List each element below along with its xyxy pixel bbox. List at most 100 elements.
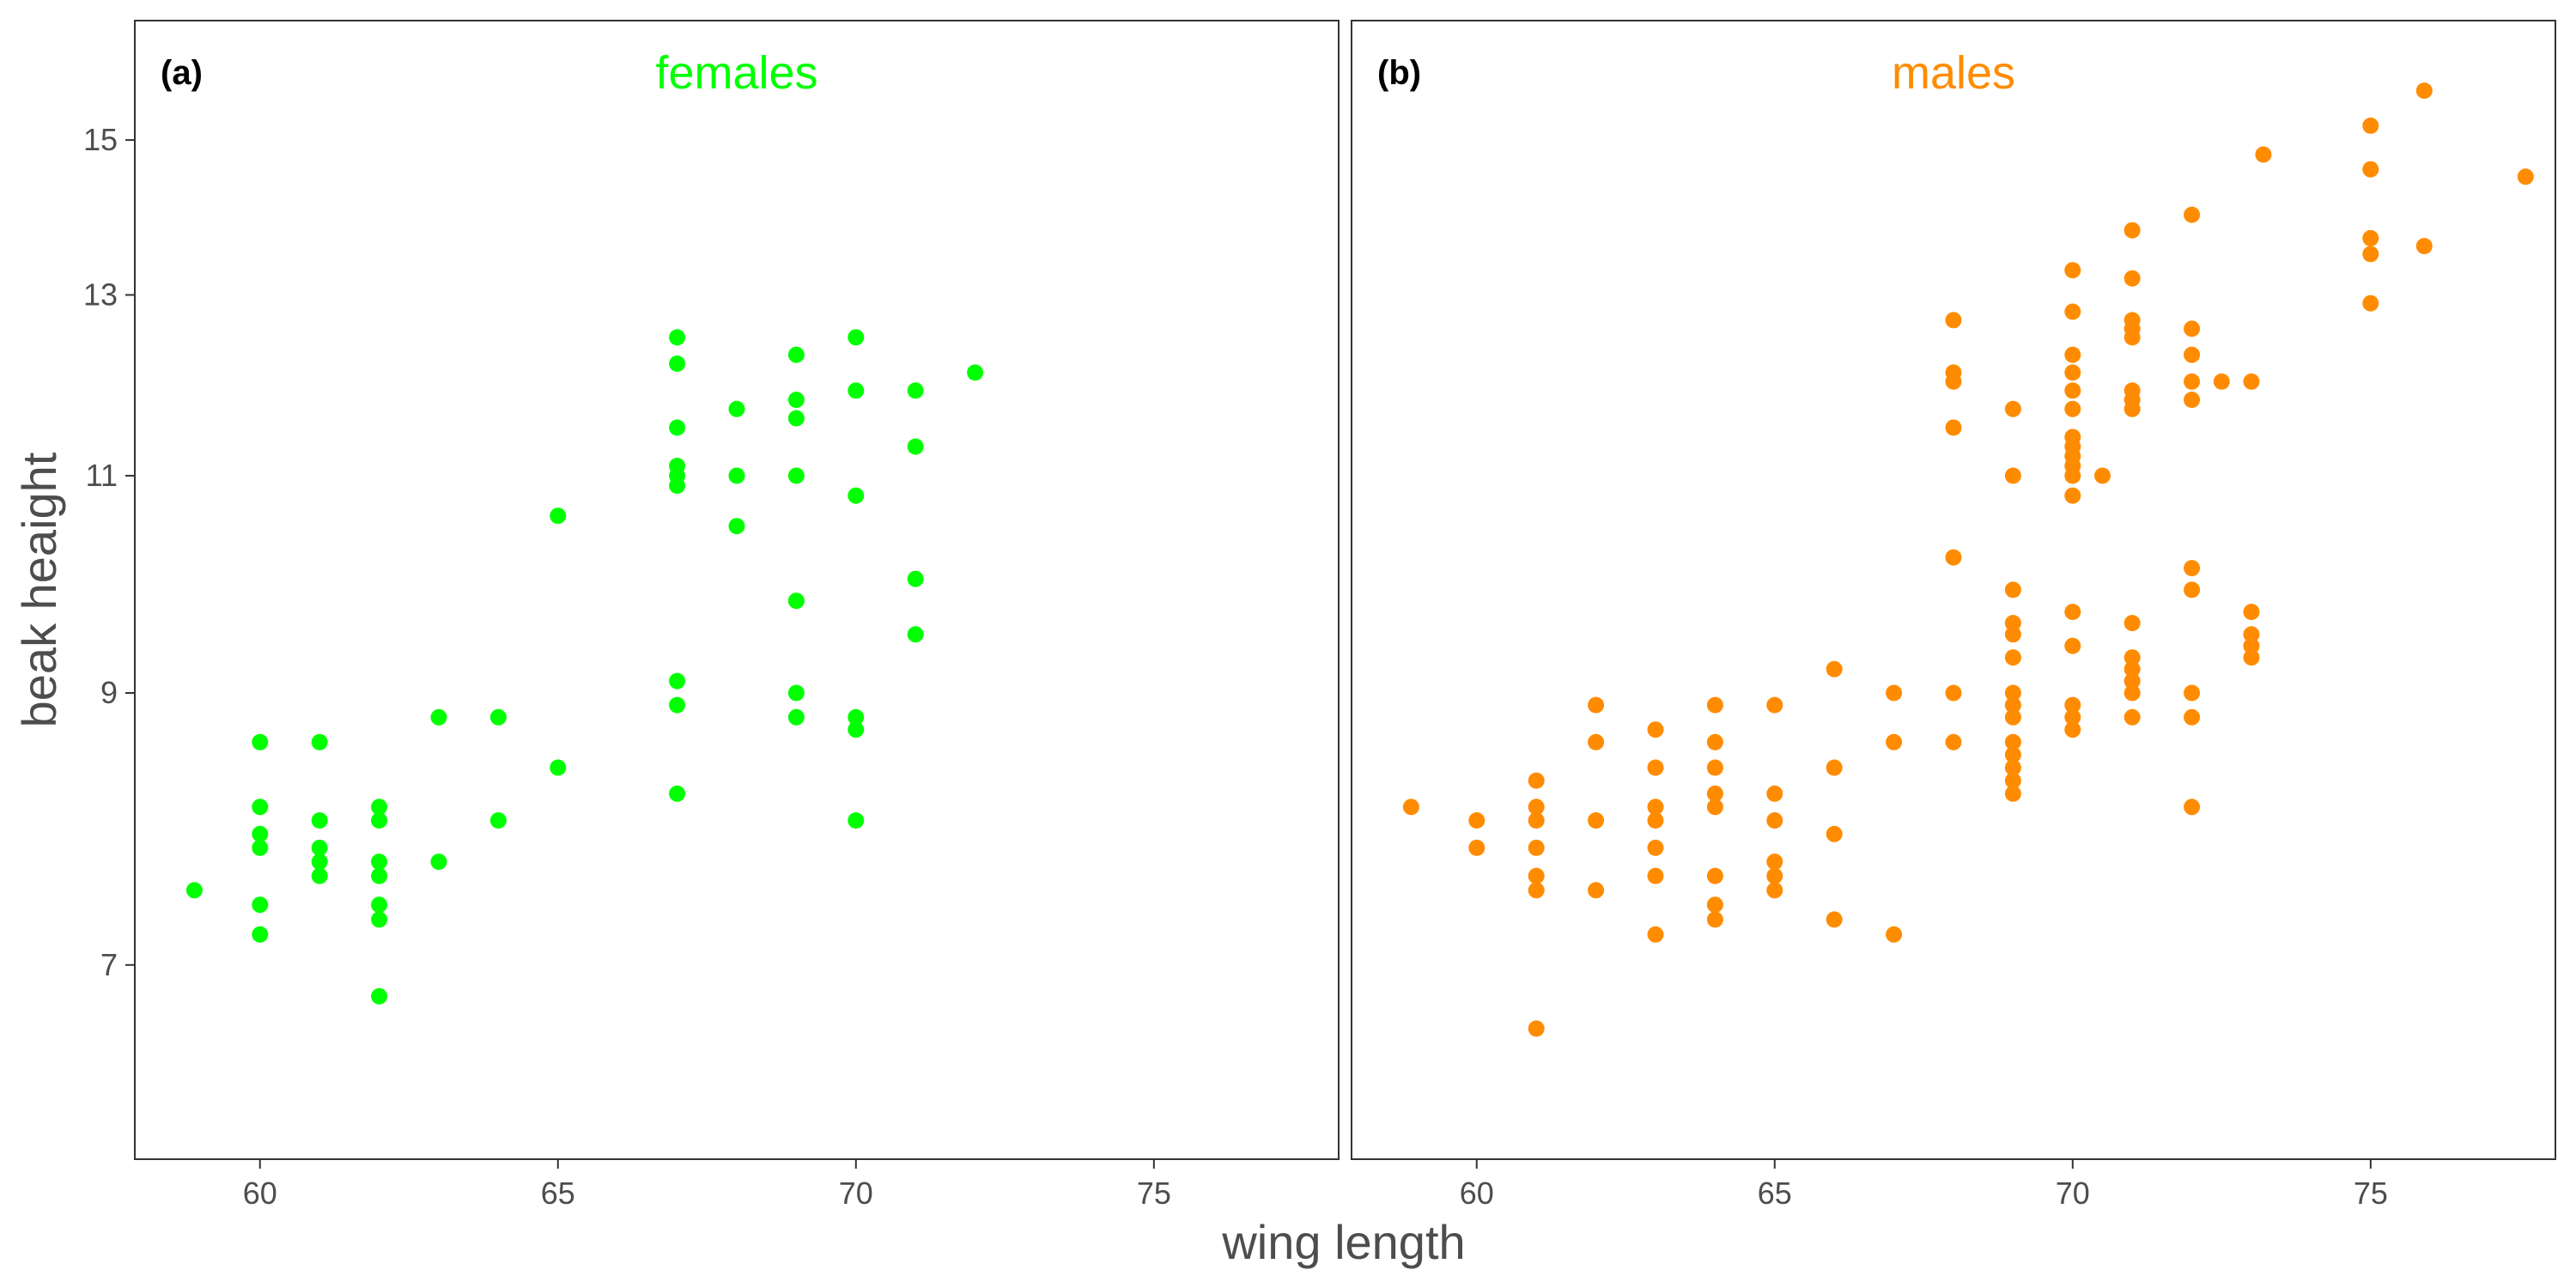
panel-males: (b) males 60 65 70 75 (1351, 20, 2556, 1211)
data-point (2243, 637, 2260, 654)
data-point (2004, 746, 2021, 763)
data-point (489, 708, 507, 726)
y-tick-label: 13 (83, 276, 118, 312)
data-point (2184, 320, 2201, 337)
data-point (1766, 812, 1783, 829)
data-point (2004, 684, 2021, 702)
data-point (2184, 708, 2201, 726)
data-point (1706, 733, 1723, 750)
y-tick-label: 7 (100, 947, 118, 982)
data-point (311, 867, 328, 884)
data-point (2184, 206, 2201, 223)
data-point (1886, 684, 1903, 702)
data-point (430, 854, 447, 871)
data-point (1468, 812, 1485, 829)
data-point (550, 507, 567, 525)
data-point (1766, 867, 1783, 884)
data-point (787, 684, 805, 702)
data-point (1945, 684, 1962, 702)
data-point (1647, 799, 1664, 816)
data-point (2362, 295, 2379, 312)
x-tick-label: 70 (2056, 1176, 2090, 1211)
data-point (371, 896, 388, 914)
data-point (787, 410, 805, 427)
data-point (787, 592, 805, 610)
data-point (2415, 238, 2433, 255)
data-point (2255, 146, 2272, 163)
panel-females: (a) females 60 65 70 75 (134, 20, 1340, 1211)
data-point (2184, 799, 2201, 816)
data-point (1647, 759, 1664, 776)
data-point (371, 987, 388, 1005)
data-point (2094, 467, 2111, 484)
data-point (2415, 82, 2433, 100)
data-point (2064, 604, 2081, 621)
data-point (2243, 649, 2260, 666)
data-point (2123, 400, 2141, 417)
data-point (1826, 911, 1843, 928)
data-point (2064, 364, 2081, 381)
data-point (2184, 346, 2201, 363)
data-point (1945, 549, 1962, 566)
y-tick-label: 15 (83, 122, 118, 157)
data-point (2123, 270, 2141, 287)
data-point (430, 708, 447, 726)
data-point (2243, 373, 2260, 390)
data-point (1886, 733, 1903, 750)
data-point (252, 799, 269, 816)
data-point (311, 733, 328, 750)
data-point (728, 400, 745, 417)
data-point (2184, 373, 2201, 390)
data-point (2243, 626, 2260, 643)
data-point (1945, 419, 1962, 436)
data-point (2517, 168, 2534, 185)
data-point (1766, 854, 1783, 871)
y-axis-title: beak heaight (12, 452, 66, 727)
x-tick-label: 65 (541, 1176, 575, 1211)
panel-title: females (655, 47, 817, 99)
data-point (2004, 696, 2021, 714)
x-axis-title: wing length (1221, 1215, 1465, 1269)
data-point (2184, 684, 2201, 702)
data-point (1528, 867, 1545, 884)
data-point (2064, 262, 2081, 279)
data-point (1528, 1020, 1545, 1037)
data-point (1402, 799, 1419, 816)
data-point (1945, 373, 1962, 390)
data-point (2362, 229, 2379, 246)
data-point (2004, 733, 2021, 750)
data-point (2004, 626, 2021, 643)
data-point (787, 467, 805, 484)
data-point (1766, 696, 1783, 714)
data-point (2123, 684, 2141, 702)
data-point (1706, 896, 1723, 914)
data-point (848, 487, 865, 504)
x-tick-label: 70 (839, 1176, 873, 1211)
data-point (2004, 467, 2021, 484)
x-tick-label: 60 (243, 1176, 277, 1211)
data-point (2064, 487, 2081, 504)
data-point (2123, 649, 2141, 666)
data-point (371, 867, 388, 884)
data-point (2004, 759, 2021, 776)
data-point (848, 708, 865, 726)
data-point (1647, 867, 1664, 884)
data-point (1588, 882, 1605, 899)
data-point (967, 364, 984, 381)
panel-title: males (1892, 47, 2015, 99)
panel-tag: (b) (1377, 54, 1421, 92)
panel-tag: (a) (161, 54, 203, 92)
data-point (907, 570, 924, 587)
data-point (2184, 581, 2201, 598)
data-point (2184, 392, 2201, 409)
data-point (1706, 785, 1723, 802)
data-point (2004, 708, 2021, 726)
data-point (489, 812, 507, 829)
data-point (848, 812, 865, 829)
data-point (2064, 708, 2081, 726)
data-point (2064, 303, 2081, 320)
data-point (311, 854, 328, 871)
data-point (1528, 799, 1545, 816)
data-point (1588, 812, 1605, 829)
data-point (2243, 604, 2260, 621)
